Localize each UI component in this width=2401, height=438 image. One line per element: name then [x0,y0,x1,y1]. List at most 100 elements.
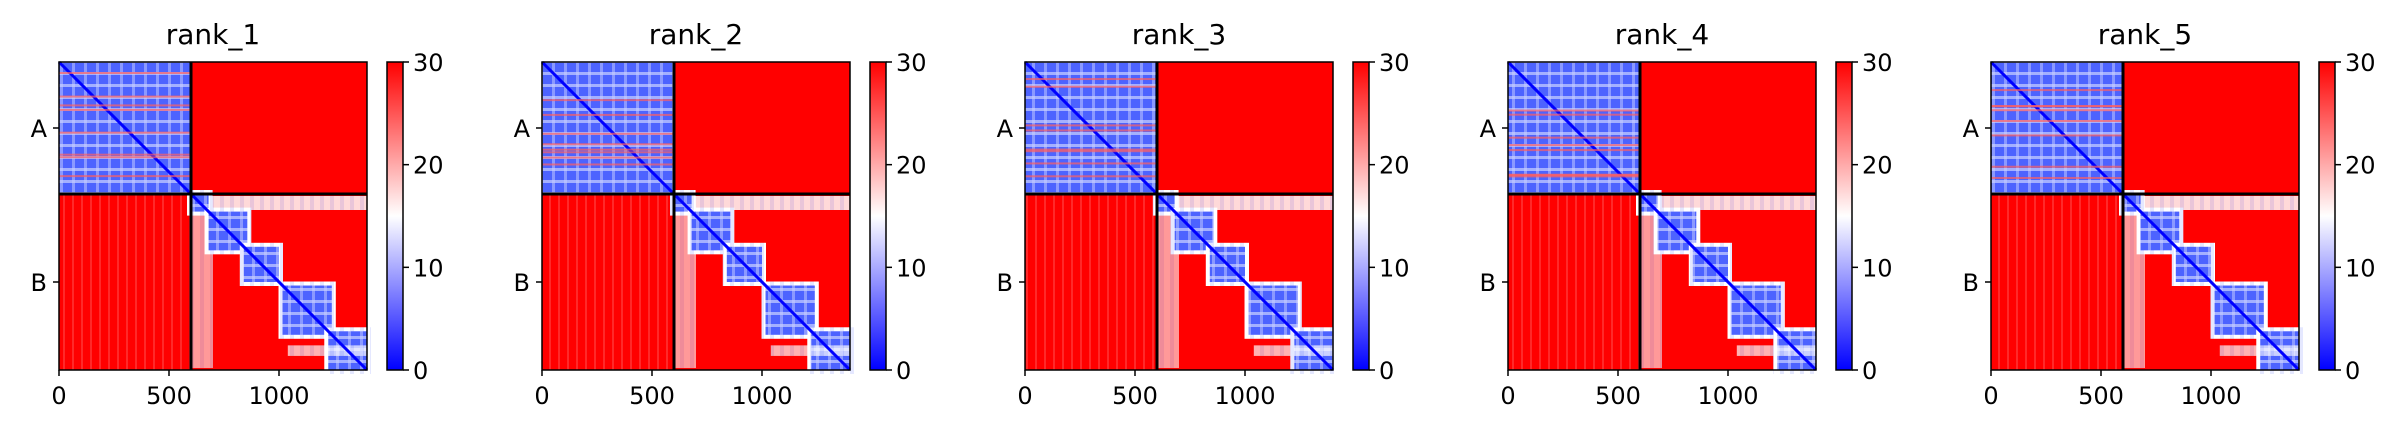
block-a-b [1640,62,1816,194]
streak [1508,149,1640,152]
x-tick-label: 0 [1983,382,1998,410]
streak [1991,109,2123,112]
x-tick-label: 0 [51,382,66,410]
band-top [1640,196,1816,210]
x-tick-label: 1000 [1214,382,1275,410]
colorbar [2319,62,2335,370]
streak [1025,175,1157,178]
streak [1991,134,2123,137]
block-b-a [542,194,674,370]
y-tick-label: B [1963,269,1979,297]
band-bottom [1736,345,1816,356]
streak [59,108,191,111]
streak [59,156,191,159]
y-tick-label: B [31,269,47,297]
diagonal-b [1155,192,1335,372]
streak [59,104,191,107]
streak [542,99,674,102]
streak [59,153,191,156]
streak [1025,124,1157,127]
panel-title: rank_5 [2098,18,2192,51]
axes-frame [1990,61,2300,371]
colorbar-tick-label: 10 [1862,254,1893,282]
streak [59,131,191,134]
streak [542,148,674,151]
diagonal-a [1989,60,2125,196]
diagonal-b [189,192,369,372]
streak [1991,176,2123,179]
x-tick-label: 500 [1595,382,1641,410]
colorbar-tick-label: 20 [896,152,927,180]
streak [1025,85,1157,88]
band-top [191,196,367,210]
heatmap-panel: rank_1 A B 0 500 1000 0 10 20 30 [31,18,444,410]
streak [1508,175,1640,178]
x-tick-label: 1000 [2180,382,2241,410]
y-tick-label: B [514,269,530,297]
block-b-a [1991,194,2123,370]
x-tick-label: 500 [629,382,675,410]
streak [542,113,674,116]
colorbar-tick-label: 20 [2345,152,2376,180]
x-tick-label: 0 [534,382,549,410]
streak [1508,144,1640,147]
axes-frame [1507,61,1817,371]
streak [542,156,674,159]
heatmap-panel: rank_2 A B 0 500 1000 0 10 20 30 [514,18,927,410]
streak [1508,109,1640,112]
block-a-b [674,62,850,194]
colorbar [1353,62,1369,370]
colorbar-frame [2318,61,2336,371]
diagonal-b [672,192,852,372]
colorbar-tick-label: 20 [1862,152,1893,180]
streak [1025,150,1157,153]
axes-frame [541,61,851,371]
colorbar-tick-label: 10 [2345,254,2376,282]
y-tick-label: B [1480,269,1496,297]
colorbar-tick-label: 30 [413,49,444,77]
streak [1508,136,1640,139]
block-a-b [191,62,367,194]
streak [1991,119,2123,122]
streak [59,95,191,98]
colorbar-tick-label: 0 [2345,357,2360,385]
x-tick-label: 0 [1500,382,1515,410]
streak [542,151,674,154]
diagonal-a [57,60,193,196]
streak [1508,113,1640,116]
y-tick-label: B [997,269,1013,297]
colorbar [387,62,403,370]
y-tick-label: A [514,115,531,143]
streak [1025,162,1157,165]
streak [1025,78,1157,81]
y-tick-label: A [1480,115,1497,143]
colorbar-tick-label: 10 [896,254,927,282]
colorbar-tick-label: 20 [1379,152,1410,180]
band-bottom [287,345,367,356]
streak [59,175,191,178]
colorbar [870,62,886,370]
colorbar-frame [869,61,887,371]
y-tick-label: A [1963,115,1980,143]
colorbar-tick-label: 0 [896,357,911,385]
streak [1991,165,2123,168]
x-tick-label: 1000 [731,382,792,410]
colorbar-tick-label: 0 [413,357,428,385]
block-b-a [1025,194,1157,370]
heatmap-panel: rank_3 A B 0 500 1000 0 10 20 30 [997,18,1410,410]
diagonal-b [1638,192,1818,372]
colorbar-tick-label: 10 [413,254,444,282]
colorbar [1836,62,1852,370]
colorbar-frame [1835,61,1853,371]
colorbar-frame [386,61,404,371]
streak [542,132,674,135]
streak [1991,89,2123,92]
block-a-b [2123,62,2299,194]
block-a-b [1157,62,1333,194]
panel-title: rank_2 [649,18,743,51]
heatmap-panel: rank_4 A B 0 500 1000 0 10 20 30 [1480,18,1893,410]
colorbar-tick-label: 20 [413,152,444,180]
x-tick-label: 500 [2078,382,2124,410]
y-tick-label: A [997,115,1014,143]
